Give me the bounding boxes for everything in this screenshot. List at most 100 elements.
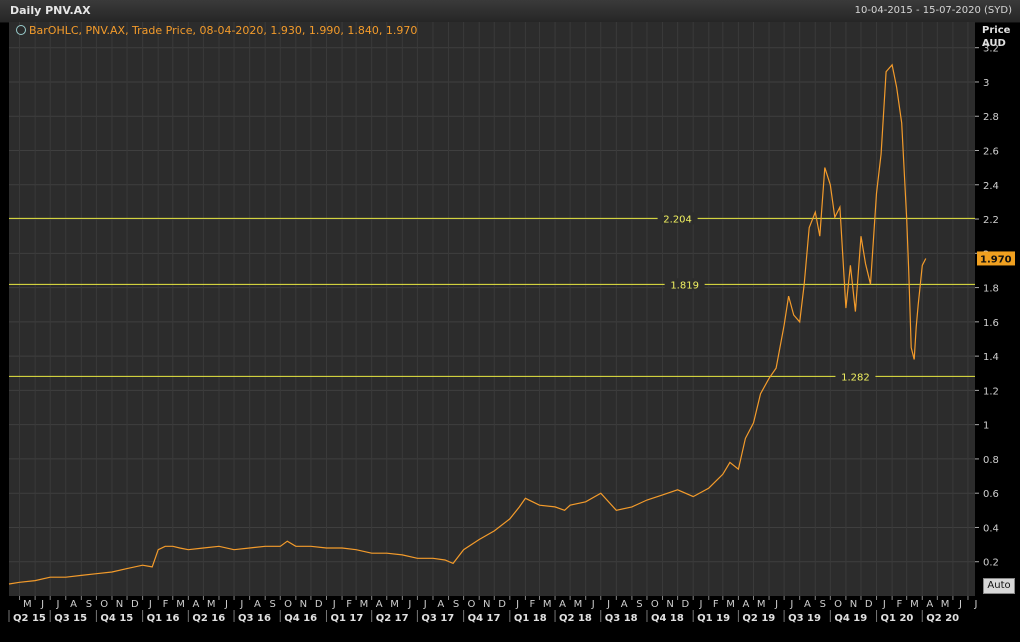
x-tick-month: S xyxy=(453,599,459,610)
x-tick-month: A xyxy=(376,599,383,610)
x-tick-month: A xyxy=(192,599,199,610)
x-tick-month: J xyxy=(774,599,778,610)
x-tick-month: F xyxy=(897,599,903,610)
x-tick-month: J xyxy=(882,599,886,610)
last-value-badge-bg xyxy=(977,251,1015,266)
x-tick-month: A xyxy=(926,599,933,610)
x-tick-month: N xyxy=(483,599,490,610)
x-tick-month: M xyxy=(390,599,399,610)
x-tick-month: J xyxy=(606,599,610,610)
x-tick-month: J xyxy=(698,599,702,610)
x-tick-month: N xyxy=(300,599,307,610)
x-tick-quarter: Q2 15 xyxy=(13,613,46,624)
y-tick-label: 3 xyxy=(983,78,989,89)
y-tick-label: 1.8 xyxy=(983,284,999,295)
x-tick-quarter: Q3 16 xyxy=(238,613,271,624)
grid xyxy=(9,22,975,596)
horizontal-lines: 2.204 1.819 1.282 xyxy=(9,212,975,383)
x-tick-month: J xyxy=(239,599,243,610)
x-tick-month: M xyxy=(757,599,766,610)
legend: BarOHLC, PNV.AX, Trade Price, 08-04-2020… xyxy=(16,24,417,37)
x-tick-month: D xyxy=(131,599,139,610)
y-axis-title-line-1: Price xyxy=(982,25,1011,36)
x-tick-month: D xyxy=(865,599,873,610)
x-tick-month: N xyxy=(850,599,857,610)
x-tick-month: D xyxy=(315,599,323,610)
x-tick-month: A xyxy=(70,599,77,610)
x-tick-quarter: Q1 20 xyxy=(881,613,914,624)
x-tick-month: A xyxy=(743,599,750,610)
x-tick-quarter: Q4 17 xyxy=(468,613,501,624)
y-tick-label: 0.6 xyxy=(983,489,999,500)
y-tick-label: 2.6 xyxy=(983,147,999,158)
x-tick-quarter: Q1 19 xyxy=(697,613,730,624)
y-tick-label: 0.2 xyxy=(983,558,999,569)
y-axis-title: Price AUD xyxy=(982,25,1011,49)
x-tick-month: M xyxy=(360,599,369,610)
last-value-label: 1.970 xyxy=(980,254,1012,265)
x-tick-quarter: Q4 19 xyxy=(834,613,867,624)
price-series-line xyxy=(8,63,927,585)
price-level-label-bg xyxy=(835,370,876,383)
x-tick-month: S xyxy=(270,599,276,610)
x-tick-month: J xyxy=(56,599,60,610)
y-axis-title-line-2: AUD xyxy=(982,38,1006,49)
x-tick-month: J xyxy=(40,599,44,610)
x-tick-month: F xyxy=(163,599,169,610)
x-tick-quarter: Q2 17 xyxy=(376,613,409,624)
auto-scale-button[interactable]: Auto xyxy=(983,578,1015,594)
x-tick-month: J xyxy=(423,599,427,610)
x-tick-month: A xyxy=(621,599,628,610)
x-tick-month: J xyxy=(591,599,595,610)
x-tick-month: O xyxy=(467,599,475,610)
x-tick-month: J xyxy=(789,599,793,610)
price-level-label-bg xyxy=(657,212,698,225)
x-tick-month: A xyxy=(254,599,261,610)
x-tick-month: F xyxy=(530,599,536,610)
legend-text: BarOHLC, PNV.AX, Trade Price, 08-04-2020… xyxy=(29,24,417,37)
x-tick-month: F xyxy=(713,599,719,610)
chart-title: Daily PNV.AX xyxy=(10,4,91,17)
date-range: 10-04-2015 - 15-07-2020 (SYD) xyxy=(854,5,1012,16)
x-tick-month: O xyxy=(834,599,842,610)
x-tick-month: A xyxy=(437,599,444,610)
y-tick-label: 2.4 xyxy=(983,181,999,192)
x-tick-month: D xyxy=(682,599,690,610)
x-tick-month: J xyxy=(407,599,411,610)
y-tick-label: 1 xyxy=(983,421,989,432)
title-bar: Daily PNV.AX 10-04-2015 - 15-07-2020 (SY… xyxy=(0,0,1020,23)
x-tick-month: D xyxy=(498,599,506,610)
x-tick-quarter: Q3 19 xyxy=(788,613,821,624)
x-tick-quarter: Q4 15 xyxy=(100,613,133,624)
x-tick-month: S xyxy=(820,599,826,610)
x-tick-month: O xyxy=(651,599,659,610)
x-tick-month: N xyxy=(116,599,123,610)
x-tick-month: J xyxy=(515,599,519,610)
x-tick-month: M xyxy=(574,599,583,610)
x-tick-quarter: Q1 18 xyxy=(514,613,547,624)
x-tick-month: M xyxy=(207,599,216,610)
x-tick-month: M xyxy=(176,599,185,610)
x-tick-month: J xyxy=(973,599,977,610)
x-tick-quarter: Q4 18 xyxy=(651,613,684,624)
x-tick-month: A xyxy=(804,599,811,610)
x-tick-quarter: Q3 18 xyxy=(605,613,638,624)
price-chart[interactable]: 2.204 1.819 1.282 0.2 0.4 0.6 0.8 1 1.2 1.4 1.6 1.… xyxy=(0,22,1020,642)
clock-icon xyxy=(16,25,26,35)
y-tick-label: 2.2 xyxy=(983,215,999,226)
x-tick-quarter: Q2 16 xyxy=(192,613,225,624)
price-level-label-bg xyxy=(664,278,705,291)
x-tick-month: A xyxy=(559,599,566,610)
x-tick-month: S xyxy=(86,599,92,610)
x-tick-month: F xyxy=(346,599,352,610)
x-tick-quarter: Q1 16 xyxy=(147,613,180,624)
x-tick-month: M xyxy=(941,599,950,610)
y-tick-label: 1.4 xyxy=(983,352,999,363)
x-tick-month: J xyxy=(332,599,336,610)
x-tick-quarter: Q3 15 xyxy=(54,613,87,624)
x-tick-month: J xyxy=(224,599,228,610)
x-tick-month: J xyxy=(958,599,962,610)
x-tick-month: O xyxy=(284,599,292,610)
x-tick-month: O xyxy=(100,599,108,610)
